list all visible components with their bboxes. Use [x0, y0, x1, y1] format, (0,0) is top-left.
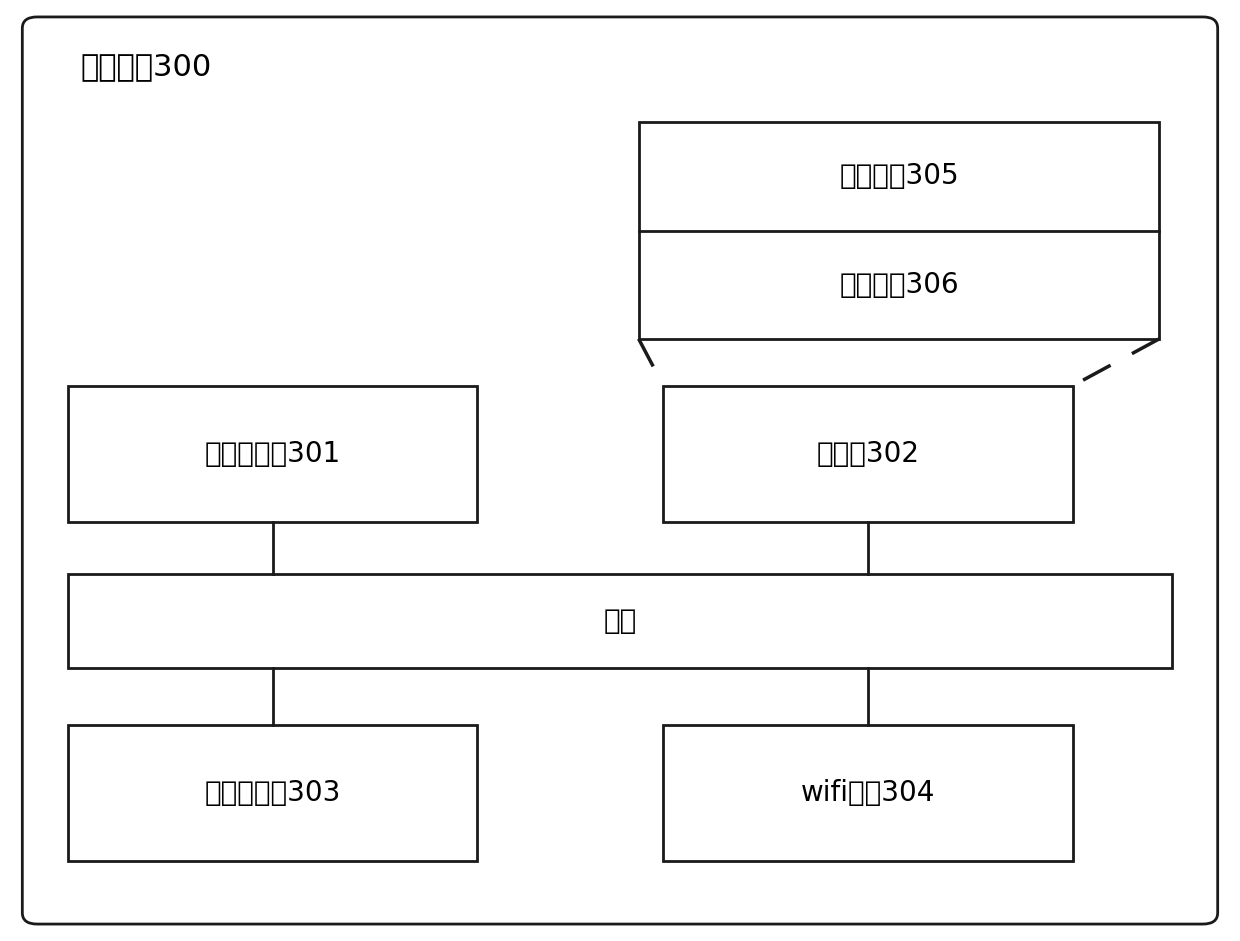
Bar [68, 386, 477, 522]
Text: wifi模块304: wifi模块304 [801, 779, 935, 806]
Text: 调制解调器303: 调制解调器303 [205, 779, 341, 806]
FancyBboxPatch shape [22, 17, 1218, 924]
Bar [663, 725, 1073, 861]
Text: 应用程序305: 应用程序305 [839, 163, 959, 190]
Text: 操作系统306: 操作系统306 [839, 271, 959, 298]
Bar [663, 386, 1073, 522]
Bar [68, 574, 1172, 668]
Text: 存储器302: 存储器302 [816, 440, 920, 468]
Text: 应用处理器301: 应用处理器301 [205, 440, 341, 468]
Bar [639, 122, 1159, 339]
Text: 总线: 总线 [604, 607, 636, 635]
Text: 电子设备300: 电子设备300 [81, 52, 212, 81]
Bar [68, 725, 477, 861]
